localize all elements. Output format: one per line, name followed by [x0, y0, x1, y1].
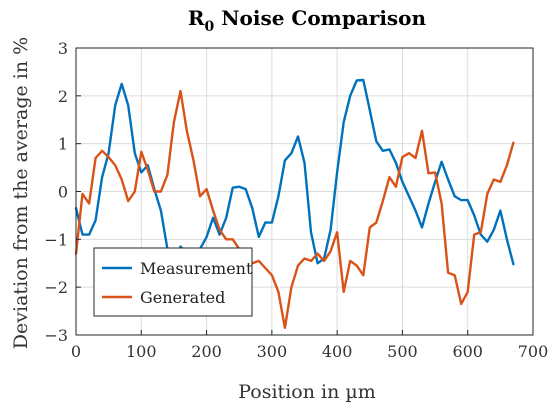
y-tick-label: 1 — [58, 135, 68, 154]
x-tick-label: 300 — [257, 342, 288, 361]
y-tick-label: 3 — [58, 39, 68, 58]
y-axis-label: Deviation from the average in % — [10, 37, 32, 349]
chart-title-subscript: 0 — [205, 19, 215, 35]
grid — [75, 47, 534, 336]
y-tick-label: 2 — [58, 87, 68, 106]
x-tick-label: 100 — [126, 342, 157, 361]
x-tick-label: 0 — [71, 342, 81, 361]
x-tick-label: 700 — [518, 342, 549, 361]
x-tick-label: 400 — [322, 342, 353, 361]
series-line-generated — [74, 89, 515, 329]
legend: Measurement Generated — [93, 247, 253, 317]
y-tick-label: −3 — [44, 326, 68, 345]
x-tick-label: 200 — [191, 342, 222, 361]
legend-label-generated: Generated — [140, 288, 225, 307]
y-tick-label: −1 — [44, 230, 68, 249]
y-tick-label: 0 — [58, 183, 68, 202]
x-axis-label: Position in µm — [238, 381, 375, 403]
chart-title: R0 Noise Comparison — [188, 6, 427, 35]
series-lines — [74, 78, 515, 329]
tick-labels: 0 100 200 300 400 500 600 700 −3 −2 −1 0 1 2 3 — [44, 39, 548, 361]
legend-label-measurement: Measurement — [140, 259, 253, 278]
legend-box — [93, 247, 253, 317]
y-tick-label: −2 — [44, 278, 68, 297]
x-tick-label: 600 — [452, 342, 483, 361]
x-tick-label: 500 — [387, 342, 418, 361]
series-line-measurement — [74, 78, 515, 274]
